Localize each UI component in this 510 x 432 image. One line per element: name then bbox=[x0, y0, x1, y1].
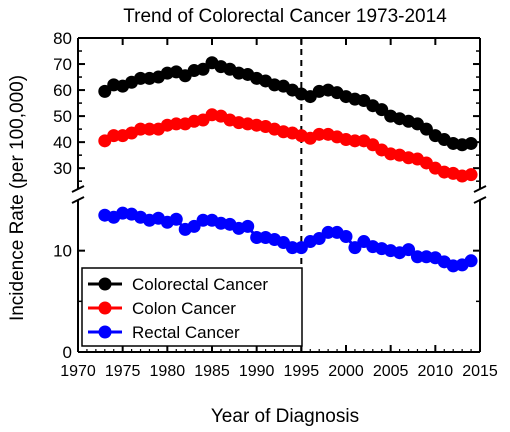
y-tick-label: 40 bbox=[53, 133, 72, 152]
data-point bbox=[464, 168, 478, 182]
x-tick-label: 1975 bbox=[105, 363, 141, 380]
axis-break-mark-right-lower bbox=[473, 196, 487, 204]
y-tick-label: 30 bbox=[53, 159, 72, 178]
data-point bbox=[196, 62, 210, 76]
x-tick-label: 2015 bbox=[462, 363, 498, 380]
legend-label: Colorectal Cancer bbox=[132, 275, 268, 294]
y-tick-label: 10 bbox=[53, 242, 72, 261]
y-tick-label: 70 bbox=[53, 55, 72, 74]
x-tick-label: 2000 bbox=[328, 363, 364, 380]
legend-label: Rectal Cancer bbox=[132, 323, 240, 342]
data-point bbox=[241, 219, 255, 233]
data-point bbox=[464, 136, 478, 150]
x-tick-label: 2010 bbox=[418, 363, 454, 380]
data-point bbox=[402, 243, 416, 257]
y-tick-label: 50 bbox=[53, 107, 72, 126]
data-point bbox=[285, 241, 299, 255]
y-tick-label: 80 bbox=[53, 29, 72, 48]
legend-marker bbox=[98, 301, 112, 315]
data-point bbox=[142, 122, 156, 136]
axis-break-mark-right-upper bbox=[473, 185, 487, 193]
data-point bbox=[410, 250, 424, 264]
data-point bbox=[134, 71, 148, 85]
data-point bbox=[419, 122, 433, 136]
x-tick-label: 1995 bbox=[284, 363, 320, 380]
data-point bbox=[348, 134, 362, 148]
y-tick-label: 0 bbox=[63, 343, 72, 362]
axes-layer: 30 40 50 60 70 80 0 10 1970 1975 1980 1985 1990 1995 2… bbox=[53, 29, 498, 380]
data-marks-layer bbox=[98, 38, 478, 352]
data-point bbox=[169, 212, 183, 226]
axis-break-mark-left-lower bbox=[71, 196, 85, 204]
legend: Colorectal Cancer Colon Cancer Rectal Canc… bbox=[81, 267, 303, 347]
data-point bbox=[375, 103, 389, 117]
x-tick-label: 2005 bbox=[373, 363, 409, 380]
data-point bbox=[169, 117, 183, 131]
data-point bbox=[98, 84, 112, 98]
data-point bbox=[250, 230, 264, 244]
legend-marker bbox=[98, 277, 112, 291]
data-point bbox=[339, 229, 353, 243]
data-point bbox=[464, 254, 478, 268]
axis-break-mark-left-upper bbox=[71, 185, 85, 193]
y-tick-label: 60 bbox=[53, 81, 72, 100]
legend-label: Colon Cancer bbox=[132, 299, 236, 318]
legend-marker bbox=[98, 325, 112, 339]
x-tick-label: 1985 bbox=[194, 363, 230, 380]
x-tick-label: 1990 bbox=[239, 363, 275, 380]
data-point bbox=[107, 129, 121, 143]
chart-title: Trend of Colorectal Cancer 1973-2014 bbox=[123, 6, 447, 27]
data-point bbox=[134, 122, 148, 136]
y-axis-label: Incidence Rate (per 100,000) bbox=[7, 75, 28, 321]
x-tick-label: 1980 bbox=[150, 363, 186, 380]
x-axis-label: Year of Diagnosis bbox=[211, 406, 359, 427]
data-point bbox=[321, 225, 335, 239]
x-tick-label: 1970 bbox=[60, 363, 96, 380]
data-point bbox=[196, 213, 210, 227]
data-point bbox=[312, 127, 326, 141]
